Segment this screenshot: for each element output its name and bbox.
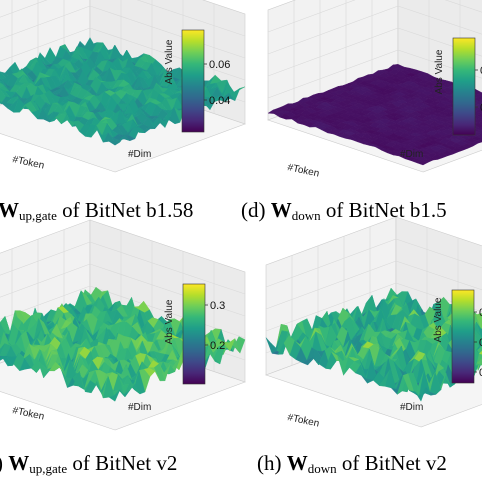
colorbar-b <box>181 29 205 133</box>
subplot-f: #Token #Dim Abs Value 0.3 0.2 <box>0 219 246 431</box>
grid-line <box>267 5 399 55</box>
grid-line <box>0 27 91 62</box>
caption-h-prefix: (h) <box>257 451 287 475</box>
surface-b <box>0 37 246 146</box>
caption-f: ) Wup,gate of BitNet v2 <box>0 451 177 477</box>
ylabel-b: #Dim <box>128 149 151 160</box>
colorbar-tick-label: 0. <box>479 337 482 349</box>
caption-b-subscript: up,gate <box>19 208 57 223</box>
xlabel-h: #Token <box>286 412 320 429</box>
caption-d-matrix: W <box>270 198 292 222</box>
colorbar-tick-label: 0. <box>479 307 482 319</box>
caption-f-prefix: ) <box>0 451 8 475</box>
grid-line <box>0 263 91 298</box>
xlabel-d: #Token <box>286 162 320 179</box>
caption-h-matrix: W <box>286 451 308 475</box>
surface-cell <box>414 387 427 402</box>
colorbar-tick-label: 0.2 <box>210 340 225 352</box>
subplot-h: #Token #Dim Abs Value 0. 0. 0. <box>265 216 482 430</box>
grid-line <box>397 49 482 79</box>
grid-line <box>267 0 356 33</box>
caption-f-matrix: W <box>8 451 30 475</box>
colorbar-tick-label: 0.3 <box>210 300 225 312</box>
colorbar-label-b: Abs Value <box>164 39 175 84</box>
grid-line <box>444 0 482 13</box>
caption-f-suffix: of BitNet v2 <box>67 451 178 475</box>
grid-line <box>0 241 91 276</box>
grid-line <box>89 263 246 317</box>
colorbar-h <box>451 289 475 384</box>
colorbar-d <box>452 37 476 136</box>
ylabel-f: #Dim <box>128 402 151 413</box>
caption-b-matrix: W <box>0 198 19 222</box>
xlabel-b: #Token <box>11 154 45 171</box>
grid-line <box>89 5 246 59</box>
colorbar-f <box>182 283 206 385</box>
grid-line <box>0 285 91 320</box>
surface-cell <box>108 389 121 402</box>
caption-h-subscript: down <box>307 461 337 476</box>
grid-line <box>267 49 399 99</box>
surface-cell <box>108 140 121 146</box>
caption-f-subscript: up,gate <box>29 461 68 476</box>
caption-h-suffix: of BitNet v2 <box>336 451 447 475</box>
grid-line <box>136 0 246 37</box>
colorbar-tick-label: 0. <box>480 65 482 77</box>
grid-line <box>89 241 246 295</box>
surface-f <box>0 286 246 402</box>
grid-line <box>265 260 397 310</box>
grid-line <box>265 282 397 332</box>
caption-d: (d) Wdown of BitNet b1.5 <box>241 198 447 224</box>
grid-line <box>0 0 48 18</box>
caption-b-suffix: of BitNet b1.58 <box>56 198 194 222</box>
caption-d-subscript: down <box>291 208 321 223</box>
ylabel-h: #Dim <box>400 402 423 413</box>
colorbar-label-h: Abs Value <box>433 297 444 342</box>
grid-line <box>397 5 482 35</box>
surface-h <box>265 287 482 402</box>
grid-line <box>395 238 482 269</box>
colorbar-label-d: Abs Value <box>434 49 445 94</box>
caption-h: (h) Wdown of BitNet v2 <box>257 451 447 477</box>
grid-line <box>395 260 482 291</box>
caption-b: Wup,gate of BitNet b1.58 <box>0 198 193 224</box>
colorbar-tick-label: 0.06 <box>209 59 230 71</box>
grid-line <box>0 5 91 40</box>
subplot-d: #Token #Dim Abs Value 0. 0. <box>267 0 482 180</box>
grid-line <box>265 238 397 288</box>
caption-d-suffix: of BitNet b1.5 <box>320 198 447 222</box>
ylabel-d: #Dim <box>400 149 423 160</box>
colorbar-tick-label: 0. <box>480 102 482 114</box>
surface-cell <box>416 159 429 166</box>
grid-line <box>89 27 246 81</box>
colorbar-tick-label: 0. <box>479 367 482 379</box>
caption-d-prefix: (d) <box>241 198 271 222</box>
grid-line <box>397 27 482 57</box>
colorbar-label-f: Abs Value <box>164 299 175 344</box>
grid-line <box>267 27 399 77</box>
xlabel-f: #Token <box>11 405 45 422</box>
subplot-b: #Token #Dim Abs Value 0.06 0.04 <box>0 0 246 173</box>
colorbar-tick-label: 0.04 <box>209 95 230 107</box>
